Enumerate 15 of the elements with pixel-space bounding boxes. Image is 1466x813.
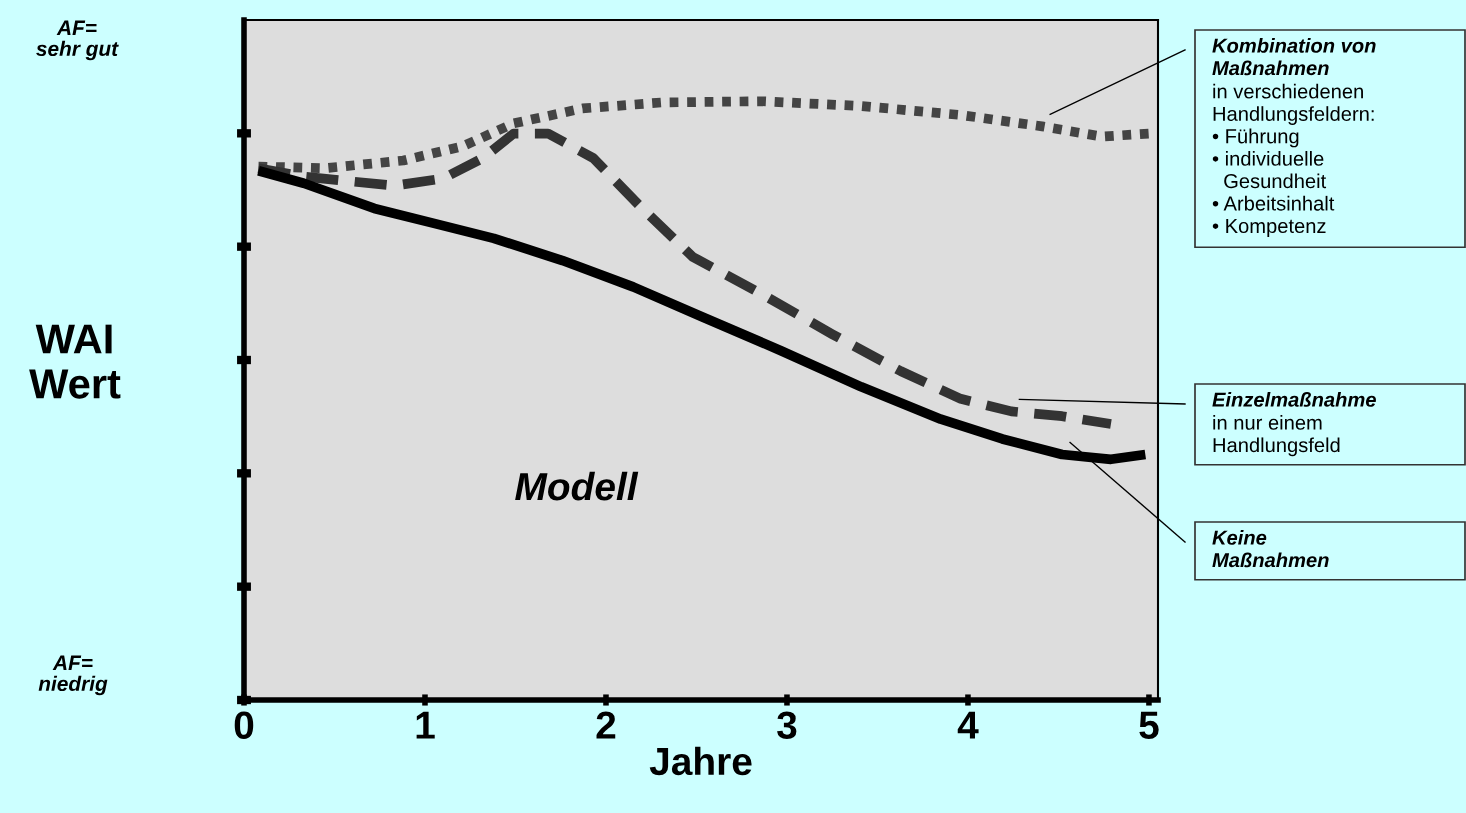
text: Einzelmaßnahme — [1212, 392, 1376, 407]
x-tick-label: 1 — [416, 711, 435, 739]
text: in verschiedenen Handlungsfeldern: • Führung • individuelle Gesundheit • Arbeitsinhalt • Kompetenz — [1212, 83, 1374, 238]
x-tick-label: 0 — [234, 711, 254, 739]
text: in nur einem Handlungsfeld — [1213, 415, 1340, 457]
x-tick-label: 4 — [957, 711, 979, 739]
text: AF= sehr gut — [36, 20, 119, 61]
x-axis-title: Jahre — [649, 746, 752, 776]
annotation: Modell — [515, 471, 639, 501]
x-tick-label: 5 — [1139, 711, 1159, 739]
x-tick-label: 2 — [596, 711, 616, 739]
y-axis-title: WAI Wert — [29, 324, 121, 399]
x-tick-label: 3 — [777, 711, 797, 740]
text: Keine Maßnahmen — [1212, 530, 1329, 568]
text: AF= niedrig — [38, 655, 108, 696]
